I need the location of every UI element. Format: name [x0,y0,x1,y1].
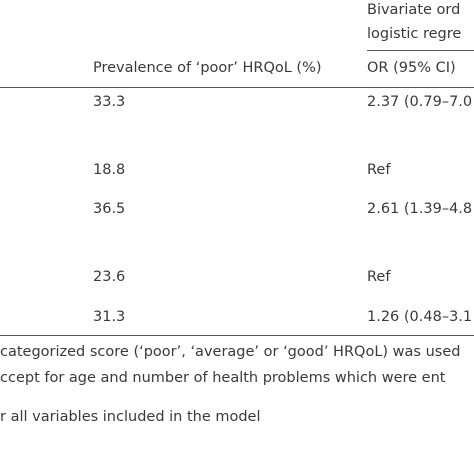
prevalence-cell: 31.3 [93,309,126,325]
footnote: r all variables included in the model [0,409,261,425]
group-header-line: logistic regre [367,26,462,42]
footnote: categorized score (‘poor’, ‘average’ or … [0,344,461,360]
prevalence-cell: 33.3 [93,94,126,110]
or-cell: Ref [367,162,391,178]
header-rule [367,50,474,51]
header-bottom-rule [0,87,474,88]
column-header: OR (95% CI) [367,60,456,76]
group-header-line: Bivariate ord [367,2,461,18]
table-bottom-rule [0,335,474,336]
or-cell: 2.37 (0.79–7.0 [367,94,473,110]
footnote: ccept for age and number of health probl… [0,370,446,386]
column-header: Prevalence of ‘poor’ HRQoL (%) [93,60,322,76]
or-cell: 2.61 (1.39–4.8 [367,201,473,217]
or-cell: 1.26 (0.48–3.1 [367,309,473,325]
prevalence-cell: 18.8 [93,162,126,178]
or-cell: Ref [367,269,391,285]
prevalence-cell: 36.5 [93,201,126,217]
prevalence-cell: 23.6 [93,269,126,285]
